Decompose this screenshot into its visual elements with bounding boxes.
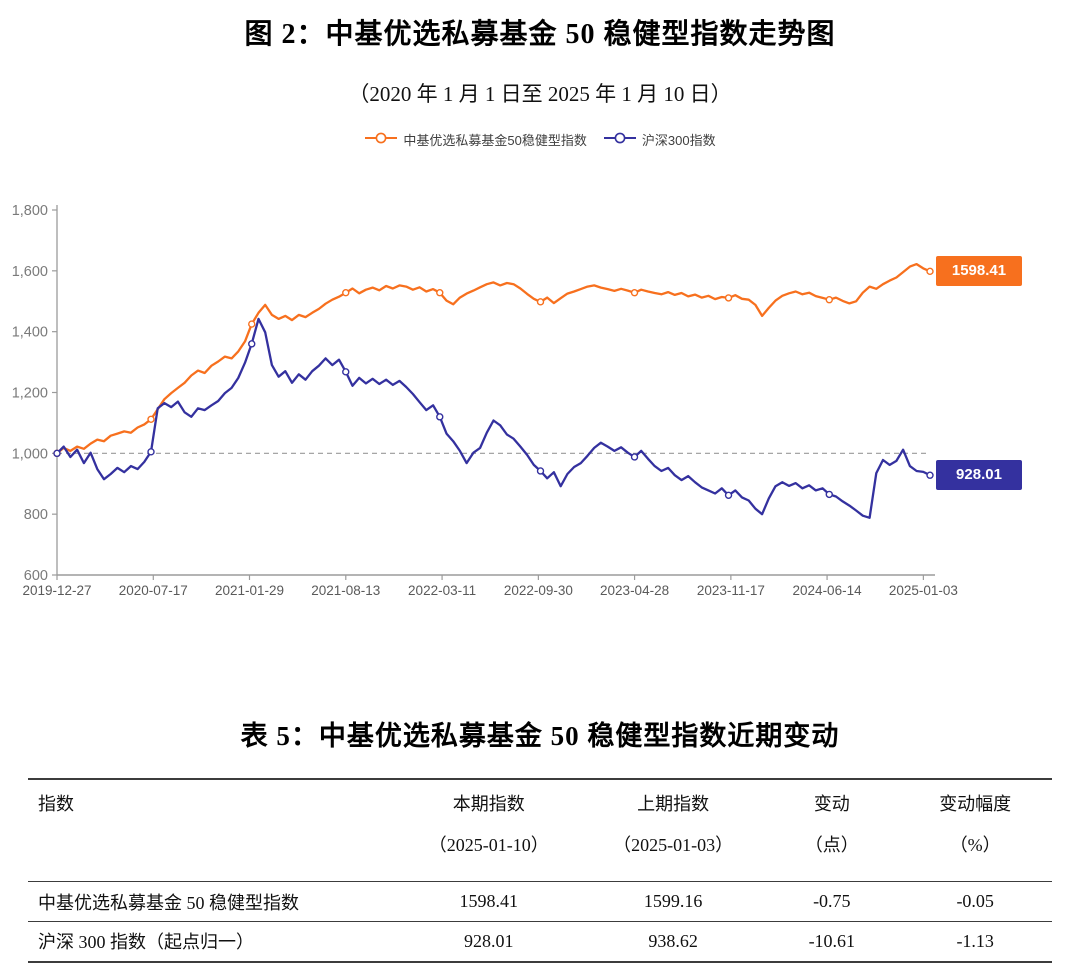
table-cell: 928.01 <box>464 930 514 951</box>
table-header-cell: 变动 （点） <box>765 779 899 882</box>
table-cell: -1.13 <box>956 930 994 951</box>
y-axis-tick-label: 1,400 <box>12 325 48 341</box>
table-header-cell: 本期指数 （2025-01-10） <box>396 779 581 882</box>
x-axis-tick-label: 2025-01-03 <box>889 583 958 598</box>
table-header-cell: 上期指数 （2025-01-03） <box>580 779 766 882</box>
series-marker-fund50-steady-index <box>536 298 545 306</box>
series-marker-fund50-steady-index <box>724 294 733 302</box>
table-cell: 938.62 <box>648 930 698 951</box>
y-axis-tick-label: 600 <box>24 568 48 584</box>
x-axis-tick-label: 2019-12-27 <box>22 583 91 598</box>
change-table: 指数 本期指数 （2025-01-10） 上期指数 （2025-01-03） 变动 （点）变… <box>28 778 1052 963</box>
series-marker-fund50-steady-index <box>147 415 155 423</box>
table-cell: 中基优选私募基金 50 稳健型指数 <box>28 881 397 922</box>
series-marker-fund50-steady-index <box>436 289 444 297</box>
series-marker-csi300-index <box>248 340 256 348</box>
table-cell: -0.75 <box>765 881 899 922</box>
table-cell: 1598.41 <box>396 881 581 922</box>
table-row: 沪深 300 指数（起点归一） 928.01 938.62 -10.61 -1.13 <box>28 922 1052 962</box>
series-marker-csi300-index <box>53 449 61 458</box>
series-marker-csi300-index <box>724 491 733 500</box>
legend-item-fund50-index: 中基优选私募基金50稳健型指数 <box>364 130 587 149</box>
table-cell: 沪深 300 指数（起点归一） <box>38 932 254 953</box>
series-marker-fund50-steady-index <box>926 267 934 276</box>
chart-canvas: 600 800 1,000 1,200 1,400 1,600 1,800 2019-12-2… <box>12 203 958 598</box>
change-table-wrap: 指数 本期指数 （2025-01-10） 上期指数 （2025-01-03） 变动 （点）变… <box>28 778 1052 963</box>
legend-item-csi300-index: 沪深300指数 <box>603 130 716 149</box>
figure-title: 图 2：中基优选私募基金 50 稳健型指数走势图 <box>244 19 836 50</box>
legend-label: 沪深300指数 <box>641 133 716 148</box>
table-cell: -0.05 <box>898 881 1052 922</box>
figure-subtitle: （2020 年 1 月 1 日至 2025 年 1 月 10 日） <box>348 82 732 106</box>
series-marker-csi300-index <box>630 453 639 461</box>
chart-legend: 中基优选私募基金50稳健型指数 沪深300指数 <box>0 130 1080 149</box>
y-axis-tick-label: 1,000 <box>12 446 48 462</box>
x-axis-tick-label: 2021-01-29 <box>215 583 284 598</box>
table-header-row: 指数 本期指数 （2025-01-10） 上期指数 （2025-01-03） 变动 （点）变… <box>28 779 1052 882</box>
series-marker-csi300-index <box>536 467 545 475</box>
x-axis-tick-label: 2022-09-30 <box>504 583 573 598</box>
x-axis-tick-label: 2022-03-11 <box>408 583 476 598</box>
x-axis-tick-label: 2023-04-28 <box>600 583 669 598</box>
line-circle-marker-icon <box>364 131 398 148</box>
table-row: 中基优选私募基金 50 稳健型指数 1598.41 1599.16 -0.75 -0.0… <box>28 881 1052 922</box>
table-title: 表 5：中基优选私募基金 50 稳健型指数近期变动 <box>240 721 840 751</box>
series-marker-csi300-index <box>147 448 155 456</box>
series-line-csi300-index <box>55 317 932 519</box>
table-header-cell: 变动幅度 （%） <box>898 779 1052 882</box>
series-marker-fund50-steady-index <box>630 289 639 297</box>
table-cell: -10.61 <box>808 930 856 951</box>
y-axis-tick-label: 1,800 <box>12 203 48 219</box>
x-axis-tick-label: 2021-08-13 <box>311 583 380 598</box>
series-line-fund50-steady-index <box>55 262 932 455</box>
line-chart: 600 800 1,000 1,200 1,400 1,600 1,800 2019-12-2… <box>0 185 1080 615</box>
legend-label: 中基优选私募基金50稳健型指数 <box>403 133 587 148</box>
x-axis-tick-label: 2024-06-14 <box>793 583 863 598</box>
series-marker-csi300-index <box>342 368 350 376</box>
x-axis-tick-label: 2020-07-17 <box>119 583 188 598</box>
line-circle-marker-icon <box>603 131 637 148</box>
y-axis-tick-label: 1,600 <box>12 264 48 280</box>
series-marker-fund50-steady-index <box>825 296 833 304</box>
end-value-badge-fund50: 1598.41 <box>936 256 1022 287</box>
series-marker-fund50-steady-index <box>342 289 350 297</box>
series-marker-csi300-index <box>926 471 934 479</box>
table-header-cell: 指数 <box>28 779 397 882</box>
series-marker-csi300-index <box>825 490 833 499</box>
series-marker-csi300-index <box>436 413 444 421</box>
end-value-badge-csi300: 928.01 <box>936 460 1022 491</box>
y-axis-tick-label: 800 <box>24 507 48 523</box>
x-axis-tick-label: 2023-11-17 <box>697 583 765 598</box>
series-marker-fund50-steady-index <box>248 320 256 328</box>
y-axis-tick-label: 1,200 <box>12 386 48 402</box>
table-cell: 1599.16 <box>580 881 766 922</box>
